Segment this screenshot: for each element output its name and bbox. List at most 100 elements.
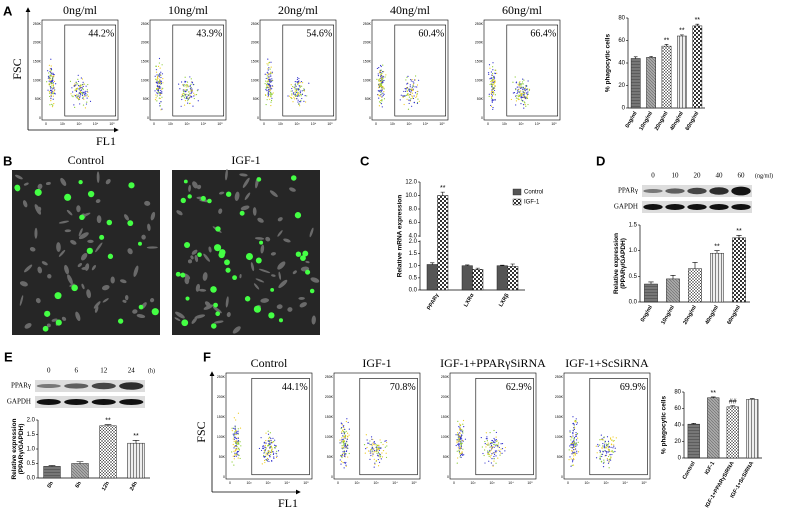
event-dot: [408, 89, 410, 91]
event-dot: [597, 443, 599, 446]
event-dot: [522, 94, 525, 96]
event-dot: [189, 94, 191, 97]
event-dot: [291, 87, 293, 90]
event-dot: [272, 453, 275, 456]
event-dot: [290, 96, 292, 99]
event-dot: [233, 435, 235, 437]
event-dot: [340, 463, 342, 465]
cell: [260, 244, 265, 254]
event-dot: [490, 92, 492, 94]
event-dot: [160, 101, 162, 103]
event-dot: [381, 88, 383, 90]
event-dot: [297, 91, 299, 93]
event-dot: [297, 77, 299, 79]
event-dot: [295, 85, 297, 87]
event-dot: [339, 459, 341, 461]
event-dot: [158, 75, 160, 77]
event-dot: [157, 89, 160, 92]
event-dot: [270, 101, 272, 103]
event-dot: [519, 83, 521, 85]
event-dot: [292, 92, 295, 94]
event-dot: [267, 86, 269, 89]
fluorescent-cell: [305, 269, 311, 275]
event-dot: [458, 434, 460, 436]
event-dot: [604, 442, 606, 444]
event-dot: [405, 87, 408, 89]
event-dot: [197, 100, 199, 102]
x-tick-label: 40ng/ml: [704, 304, 720, 325]
y-tick-label: 20: [674, 439, 681, 445]
event-dot: [380, 80, 382, 82]
fluorescent-cell: [64, 193, 72, 201]
event-dot: [515, 104, 517, 106]
event-dot: [380, 102, 382, 104]
event-dot: [303, 88, 305, 90]
event-dot: [263, 446, 265, 448]
event-dot: [607, 440, 610, 442]
event-dot: [608, 446, 610, 448]
bar: [710, 252, 724, 303]
event-dot: [487, 442, 489, 444]
event-dot: [80, 77, 82, 79]
event-dot: [49, 82, 51, 84]
cell: [91, 264, 96, 271]
legend-swatch: [512, 188, 522, 196]
y-tick-label: 0: [257, 116, 259, 120]
event-dot: [405, 88, 407, 90]
event-dot: [413, 95, 415, 97]
event-dot: [297, 88, 300, 90]
event-dot: [268, 67, 270, 69]
event-dot: [234, 440, 237, 442]
event-dot: [408, 102, 410, 105]
event-dot: [381, 86, 383, 88]
event-dot: [383, 91, 385, 93]
fluorescent-cell: [54, 292, 62, 300]
event-dot: [491, 74, 493, 76]
event-dot: [239, 457, 241, 460]
x-tick-label: 0h: [47, 480, 56, 489]
band: [665, 204, 685, 210]
y-tick-label: 250K: [33, 22, 42, 26]
event-dot: [189, 93, 191, 95]
event-dot: [77, 94, 79, 96]
x-tick-label: 6h: [75, 480, 84, 489]
event-dot: [263, 452, 265, 454]
x-axis-label: FL1: [278, 496, 298, 510]
y-tick-label: 0: [481, 116, 483, 120]
event-dot: [49, 68, 51, 70]
error-bar: [695, 23, 700, 26]
event-dot: [269, 91, 272, 94]
event-dot: [460, 438, 463, 440]
event-dot: [74, 89, 77, 91]
event-dot: [89, 100, 92, 102]
event-dot: [87, 83, 89, 86]
event-dot: [377, 450, 379, 452]
cell: [198, 288, 207, 292]
cell: [37, 183, 43, 190]
event-dot: [518, 98, 520, 100]
event-dot: [79, 97, 81, 99]
event-dot: [457, 444, 460, 446]
event-dot: [523, 96, 526, 98]
plot-frame: [371, 19, 449, 121]
event-dot: [346, 438, 348, 440]
cell: [41, 261, 48, 266]
event-dot: [490, 444, 493, 446]
event-dot: [299, 86, 301, 89]
x-tick-label: 10⁵: [527, 481, 533, 485]
event-dot: [493, 83, 495, 85]
event-dot: [272, 451, 274, 453]
y-tick-label: 20: [618, 83, 625, 89]
event-dot: [383, 79, 385, 82]
event-dot: [155, 97, 157, 99]
event-dot: [524, 102, 526, 104]
event-dot: [161, 92, 163, 94]
cell: [277, 230, 283, 237]
cell: [127, 248, 133, 255]
y-tick-label: 50K: [35, 97, 42, 101]
x-tick-label: 0ng/ml: [640, 304, 654, 323]
cell: [298, 297, 305, 300]
fluorescent-cell: [138, 241, 142, 246]
fluorescent-cell: [278, 318, 284, 323]
error-bar: [670, 275, 676, 279]
